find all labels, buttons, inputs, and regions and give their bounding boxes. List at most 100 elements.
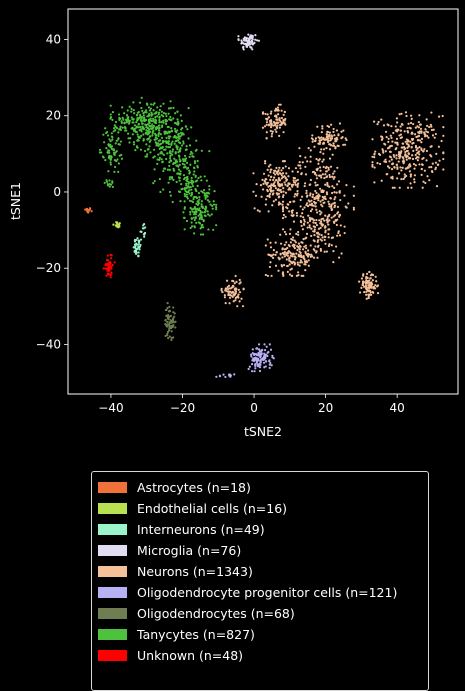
data-point [279,103,282,106]
data-point [307,147,310,150]
data-point [205,179,208,182]
data-point [193,170,196,173]
data-point [158,156,161,159]
data-point [406,186,410,189]
data-point [169,107,173,110]
data-point [199,210,202,214]
data-point [338,122,342,125]
data-point [172,306,175,309]
data-point [321,236,324,239]
data-point [277,184,280,187]
data-point [256,363,259,366]
data-point [282,253,286,256]
data-point [367,289,370,292]
data-point [173,315,176,318]
data-point [281,271,285,274]
data-point [248,365,251,368]
data-point [396,121,399,124]
data-point [338,189,341,193]
data-point [202,233,205,236]
data-point [125,114,129,117]
data-point [228,287,232,290]
data-point [391,186,394,189]
data-point [280,169,283,172]
data-point [255,361,258,364]
data-point [361,282,365,285]
data-point [365,272,369,275]
data-point [137,255,140,258]
data-point [176,118,179,121]
data-point [374,284,377,287]
data-point [197,214,200,217]
data-point [414,157,418,160]
data-point [271,356,274,359]
data-point [311,208,314,211]
data-point [116,158,119,161]
data-point [106,184,110,187]
data-point [145,102,149,105]
data-point [193,232,196,235]
data-point [425,130,428,133]
data-point [369,291,372,294]
data-point [151,123,154,126]
data-point [332,261,335,264]
data-point [196,166,199,169]
data-point [286,203,289,206]
data-point [139,238,143,241]
data-point [320,203,323,206]
data-point [196,184,199,187]
data-point [306,160,309,163]
data-point [265,121,269,124]
data-point [162,121,165,124]
data-point [159,146,163,149]
data-point [406,146,409,149]
data-point [170,325,173,328]
data-point [114,224,117,227]
data-point [272,248,275,252]
data-point [325,175,328,179]
data-point [362,274,365,277]
data-point [330,203,333,206]
data-point [313,200,316,204]
series-3 [237,33,261,51]
data-point [157,153,160,156]
data-point [238,291,242,294]
data-point [163,130,166,133]
data-point [442,157,445,161]
data-point [277,203,280,206]
data-point [432,128,435,131]
data-point [321,173,325,176]
data-point [177,190,181,193]
data-point [264,353,267,356]
data-point [369,284,373,287]
data-point [136,125,139,128]
data-point [207,228,210,231]
data-point [110,147,113,150]
data-point [299,205,302,208]
data-point [283,230,286,234]
data-point [269,119,273,122]
data-point [365,288,368,291]
data-point [338,213,342,217]
data-point [127,137,130,140]
data-point [299,245,302,248]
data-point [330,208,333,212]
data-point [407,122,410,125]
data-point [318,233,321,236]
data-point [375,280,378,283]
data-point [168,326,171,330]
data-point [174,152,177,155]
data-point [391,162,395,165]
data-point [158,118,161,122]
data-point [160,158,163,161]
data-point [312,225,315,228]
data-point [321,199,324,202]
data-point [190,188,193,191]
data-point [395,147,398,150]
data-point [325,133,328,136]
data-point [292,252,295,256]
data-point [409,182,412,185]
data-point [318,219,321,222]
data-point [321,142,325,145]
data-point [371,279,374,282]
